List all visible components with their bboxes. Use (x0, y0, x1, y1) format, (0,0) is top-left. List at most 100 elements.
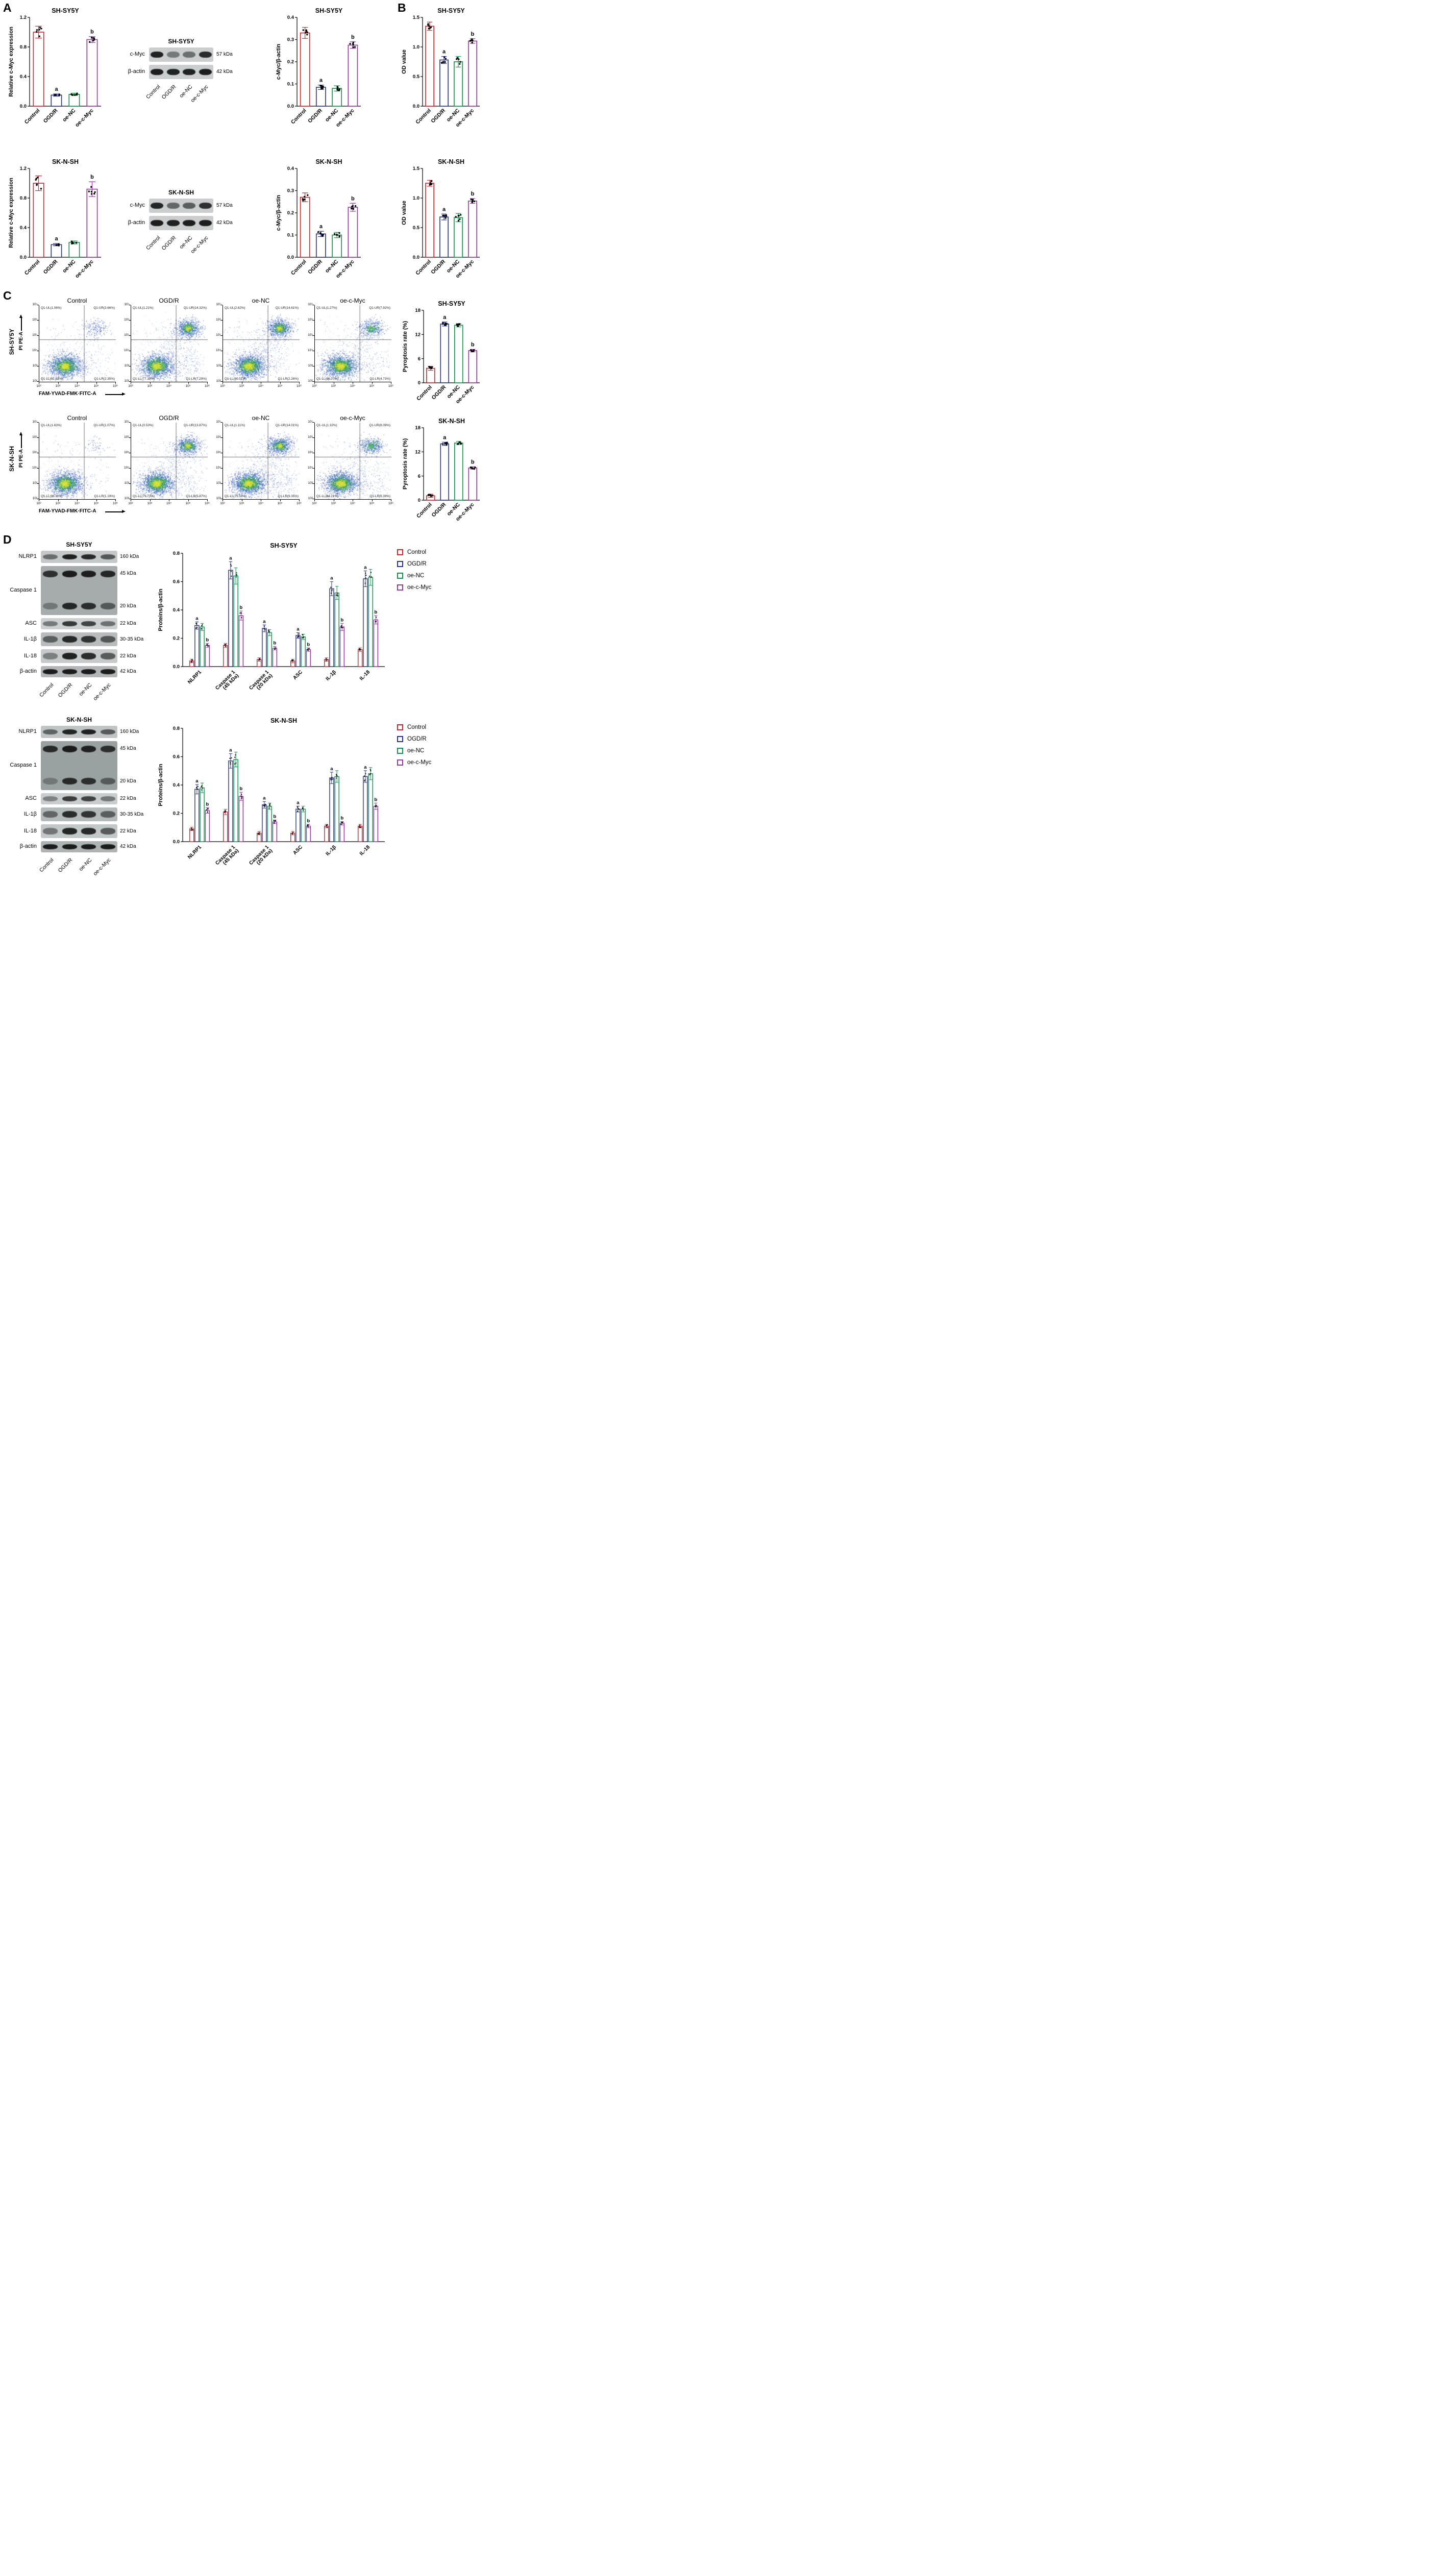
flow-x-axis-arrow-icon (105, 392, 126, 396)
legend-item-ogd-r: OGD/R (397, 736, 483, 742)
grouped-bar-chart-sknsh-proteins: SK-N-SH Proteins/β-actin 0.0 0.2 0.4 0.6 0.8 a a… (156, 716, 387, 886)
grouped-bar-chart-shsy5y-proteins: SH-SY5Y Proteins/β-actin 0.0 0.2 0.4 0.6 0.8 a a… (156, 541, 387, 710)
y-axis-label: Proteins/β-actin (158, 588, 164, 631)
blot-row-caspase-1: Caspase 1 45 kDa 20 kDa (9, 566, 146, 615)
sig-letter: b (239, 605, 242, 610)
flow-y-tick-mark (312, 483, 314, 484)
sig-letter: a (229, 555, 232, 561)
flow-x-tick-mark (314, 382, 315, 384)
blot-lane-labels: Control OGD/R oe-NC oe-c-Myc (9, 680, 146, 712)
bar-oe-nc-caspase-1-45-kda- (233, 575, 238, 667)
flow-x-tick-label: 10⁶ (388, 502, 393, 505)
flow-y-tick-label: 10⁴ (32, 466, 37, 470)
flow-x-tick-label: 10⁵ (185, 502, 191, 505)
svg-text:0.8: 0.8 (173, 551, 180, 556)
flow-quadrant-label-ll: Q1-LL(84.21%) (316, 495, 339, 498)
flow-y-tick-label: 10⁷ (308, 303, 313, 306)
blot-strip (41, 741, 117, 790)
svg-text:0.4: 0.4 (173, 782, 180, 788)
blot-band (100, 570, 115, 577)
svg-text:18: 18 (415, 308, 421, 313)
flow-cell-line-label: SH-SY5Y (8, 329, 15, 355)
flow-plot-ogd-r: OGD/R Q1-UL(1.21%) Q1-UR(14.32%) Q1-LL(77.1… (121, 297, 210, 399)
flow-cytometry-row-shsy5y: SH-SY5Y PI PE-A Control Q1-UL(1.06%) Q1-UR(3… (7, 297, 396, 406)
blot-protein-label: β-actin (128, 219, 145, 226)
flow-x-tick-mark (280, 499, 281, 501)
blot-strip (41, 618, 117, 629)
flow-y-tick-mark (37, 335, 39, 336)
x-tick-label: Control (23, 108, 41, 126)
flow-quadrant-label-lr: Q1-LR(6.39%) (369, 495, 390, 498)
bar-oe-c-myc-asc (306, 649, 311, 667)
panel-label-a: A (3, 1, 12, 14)
blot-band (43, 778, 58, 785)
bar-oe-c-myc (468, 201, 477, 258)
kda-label: 42 kDa (120, 844, 136, 849)
figure-canvas: A B C D SH-SY5Y Relative c-Myc expression… (0, 0, 485, 891)
flow-y-tick-label: 10⁵ (308, 333, 313, 337)
flow-x-tick-mark (115, 499, 116, 501)
flow-y-tick-label: 10³ (32, 364, 37, 367)
flow-plot-area: Q1-UL(1.06%) Q1-UR(3.66%) Q1-LL(92.93%) Q1-… (39, 305, 116, 382)
x-tick-label: Control (415, 384, 433, 402)
bar-oe-c-myc (468, 350, 478, 383)
panel-label-c: C (3, 289, 12, 302)
blot-band (100, 669, 115, 674)
flow-y-tick-mark (312, 335, 314, 336)
blot-band (100, 811, 115, 818)
svg-text:0.0: 0.0 (173, 839, 180, 845)
blot-band (81, 603, 96, 610)
flow-quadrant-label-ur: Q1-UR(13.87%) (183, 424, 207, 427)
flow-x-tick-label: 10⁵ (369, 502, 375, 505)
blot-band (62, 621, 77, 626)
chart-title: SK-N-SH (315, 158, 342, 165)
legend-sknsh: Control OGD/R oe-NC oe-c-Myc (397, 724, 483, 780)
kda-label: 22 kDa (120, 828, 136, 834)
blot-band (43, 844, 58, 849)
bar-chart-svg: SH-SY5Y c-Myc/β-actin 0.0 0.1 0.2 0.3 0.4 Contr… (276, 7, 361, 128)
y-axis-label: Proteins/β-actin (158, 764, 164, 806)
flow-y-tick-label: 10⁷ (216, 420, 221, 424)
sig-letter: b (307, 818, 310, 824)
blot-row-nlrp1: NLRP1 160 kDa (9, 551, 146, 563)
flow-quadrant-label-ul: Q1-UL(1.11%) (225, 424, 245, 427)
flow-x-axis-label: FAM-YVAD-FMK·FITC-A (39, 508, 96, 514)
flow-x-tick-label: 10⁴ (350, 502, 356, 505)
legend-label: OGD/R (407, 561, 427, 567)
sig-letter: b (340, 816, 343, 821)
bar-chart-shsy5y-cmyc-bactin-ratio: SH-SY5Y c-Myc/β-actin 0.0 0.1 0.2 0.3 0.4 Contr… (275, 6, 364, 141)
flow-quadrant-label-ur: Q1-UR(14.32%) (183, 306, 207, 310)
x-tick-label: oe-c-Myc (74, 108, 95, 129)
sig-letter: b (471, 191, 475, 197)
blot-band (43, 570, 58, 577)
blot-strip (149, 47, 213, 62)
flow-y-tick-label: 10² (308, 497, 313, 500)
sig-letter: a (442, 49, 446, 55)
bar-oe-nc-caspase-1-20-kda- (267, 805, 272, 842)
flow-x-tick-label: 10³ (55, 384, 61, 388)
bar-oe-nc-il-1- (334, 776, 339, 842)
bar-ogd-r (316, 87, 326, 107)
flow-x-tick-mark (58, 382, 59, 384)
legend-item-oe-c-myc: oe-c-Myc (397, 759, 483, 766)
sig-letter: b (206, 637, 209, 643)
sig-letter: b (351, 195, 355, 202)
flow-x-tick-label: 10³ (239, 502, 244, 505)
kda-label: 160 kDa (120, 554, 139, 559)
blot-band (100, 828, 115, 835)
flow-quadrant-label-ul: Q1-UL(1.21%) (133, 306, 154, 310)
sig-letter: a (297, 800, 300, 805)
flow-y-tick-label: 10³ (124, 364, 129, 367)
flow-y-tick-mark (220, 483, 223, 484)
bar-oe-c-myc (348, 44, 358, 107)
flow-x-tick-mark (314, 499, 315, 501)
flow-quadrant-label-ll: Q1-LL(75.53%) (225, 495, 247, 498)
flow-x-tick-label: 10² (220, 384, 225, 388)
sig-letter: b (90, 29, 94, 35)
bar-oe-nc-asc (301, 636, 306, 667)
bar-oe-c-myc-il-18 (373, 805, 378, 842)
sig-letter: a (442, 206, 446, 212)
x-tick-label: Control (414, 259, 432, 277)
flow-x-tick-label: 10² (36, 502, 41, 505)
flow-y-tick-mark (129, 381, 131, 382)
